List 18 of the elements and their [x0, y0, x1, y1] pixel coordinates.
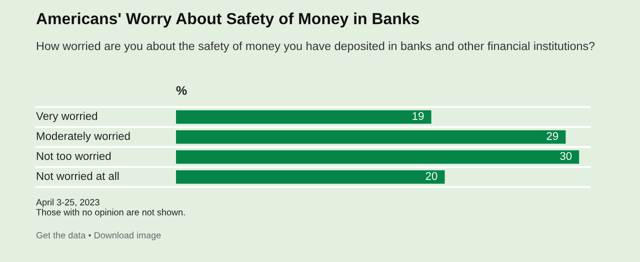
- text: Get the data • Download image: [36, 232, 161, 240]
- data-label: 20: [426, 172, 438, 180]
- bar: [176, 130, 566, 144]
- text: Those with no opinion are not shown.: [36, 208, 185, 218]
- chart-subtitle: How worried are you about the safety of money you have deposited in banks and other financial institutions?: [36, 42, 595, 52]
- data-label: 30: [560, 152, 572, 160]
- bar: [176, 150, 580, 164]
- bar: [176, 170, 445, 184]
- y-tick-label: Not too worried: [36, 152, 111, 160]
- text: April 3-25, 2023: [36, 198, 100, 208]
- bar: [176, 110, 432, 124]
- y-tick-label: Not worried at all: [36, 172, 119, 180]
- data-label: 29: [546, 132, 558, 140]
- x-axis-title: %: [176, 86, 187, 95]
- y-tick-label: Very worried: [36, 112, 98, 122]
- y-tick-label: Moderately worried: [36, 132, 130, 142]
- chart-title: Americans' Worry About Safety of Money in Banks: [36, 12, 420, 28]
- data-label: 19: [412, 112, 424, 120]
